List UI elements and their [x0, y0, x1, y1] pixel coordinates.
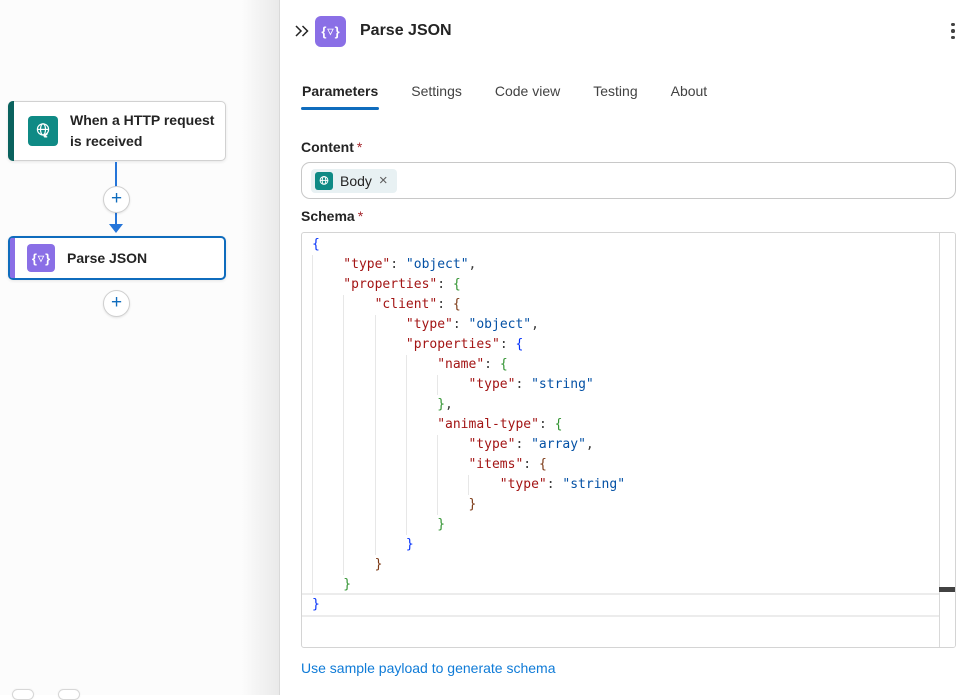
flow-canvas[interactable]: When a HTTP request is received + {▽} Pa…: [0, 0, 280, 700]
action-config-panel: {▽} Parse JSON Parameters Settings Code …: [281, 0, 971, 695]
http-request-icon: [315, 171, 333, 190]
code-line: },: [302, 395, 939, 415]
parse-json-header-icon: {▽}: [315, 16, 346, 47]
action-card-label: Parse JSON: [67, 249, 148, 266]
http-request-icon: [28, 116, 58, 146]
panel-shadow: [241, 0, 279, 695]
code-line: "items": {: [302, 455, 939, 475]
double-chevron-right-icon: [294, 24, 310, 41]
flow-connector-arrowhead: [109, 224, 123, 233]
tab-settings[interactable]: Settings: [410, 83, 463, 110]
parse-json-icon: {▽}: [27, 244, 55, 272]
collapse-panel-button[interactable]: [291, 21, 313, 43]
tab-testing[interactable]: Testing: [592, 83, 638, 110]
code-line: }: [302, 535, 939, 555]
schema-code-editor[interactable]: {"type": "object", "properties": {"client…: [301, 232, 956, 648]
content-input[interactable]: Body ×: [301, 162, 956, 199]
token-label: Body: [340, 172, 372, 189]
more-options-button[interactable]: [940, 17, 966, 45]
tab-about[interactable]: About: [670, 83, 709, 110]
trigger-card-http-request[interactable]: When a HTTP request is received: [8, 101, 226, 161]
schema-field-label: Schema *: [301, 208, 364, 224]
code-area: {"type": "object", "properties": {"client…: [302, 235, 939, 617]
required-asterisk: *: [356, 139, 363, 155]
insert-step-button-2[interactable]: +: [103, 290, 130, 317]
code-line: "type": "string": [302, 475, 939, 495]
sample-payload-link[interactable]: Use sample payload to generate schema: [301, 660, 556, 676]
token-remove-button[interactable]: ×: [378, 171, 388, 189]
code-line: "properties": {: [302, 275, 939, 295]
editor-scrollbar-cursor-marker[interactable]: [939, 587, 955, 592]
code-line: }: [302, 593, 939, 617]
insert-step-button-1[interactable]: +: [103, 186, 130, 213]
tab-parameters[interactable]: Parameters: [301, 83, 380, 110]
code-line: }: [302, 555, 939, 575]
panel-title: Parse JSON: [360, 22, 452, 39]
body-token[interactable]: Body ×: [311, 168, 397, 193]
code-line: {: [312, 237, 320, 252]
code-line: "type": "array",: [302, 435, 939, 455]
trigger-card-label: When a HTTP request is received: [70, 112, 215, 149]
editor-scrollbar-track[interactable]: [939, 233, 955, 647]
tab-code-view[interactable]: Code view: [494, 83, 561, 110]
code-line: "client": {: [302, 295, 939, 315]
kebab-icon: [951, 22, 955, 27]
code-line: }: [302, 575, 939, 595]
panel-tabs: Parameters Settings Code view Testing Ab…: [301, 83, 708, 110]
code-line: "type": "object",: [302, 255, 939, 275]
code-line: }: [302, 515, 939, 535]
code-line: }: [302, 495, 939, 515]
code-line: "animal-type": {: [302, 415, 939, 435]
code-line: "name": {: [302, 355, 939, 375]
content-field-label: Content *: [301, 139, 363, 155]
code-line: "properties": {: [302, 335, 939, 355]
required-asterisk: *: [357, 208, 364, 224]
action-card-parse-json[interactable]: {▽} Parse JSON: [8, 236, 226, 280]
code-line: "type": "string": [302, 375, 939, 395]
code-line: "type": "object",: [302, 315, 939, 335]
